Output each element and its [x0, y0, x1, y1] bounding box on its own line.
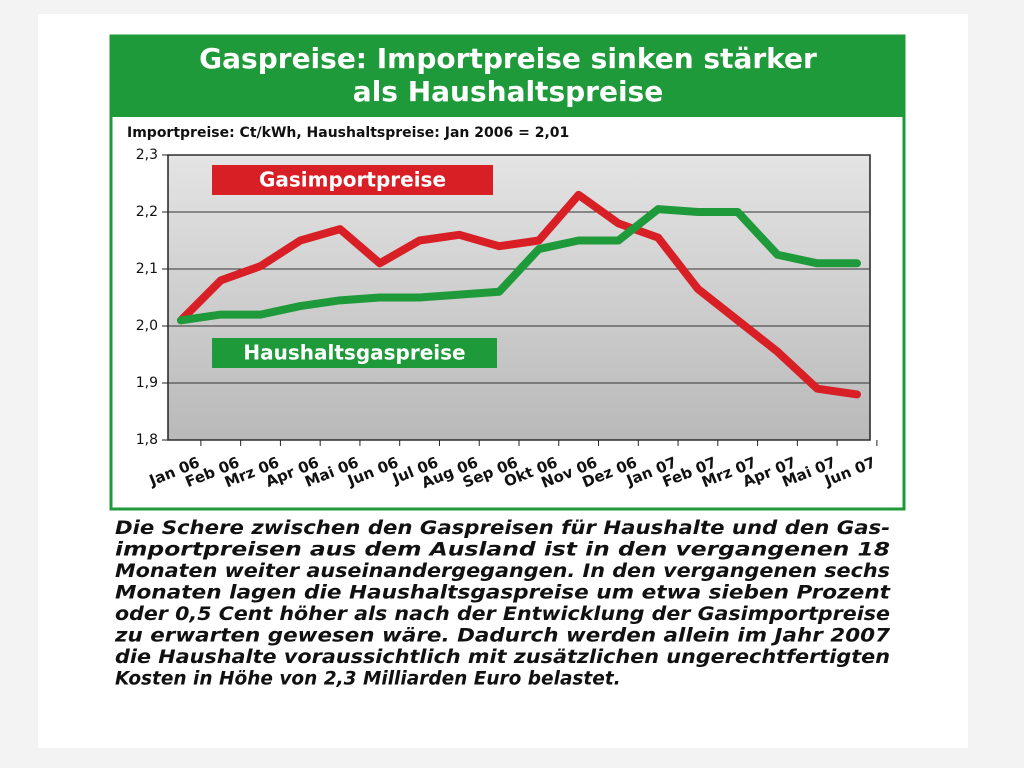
caption-line: zu erwarten gewesen wäre. Dadurch werden…: [114, 626, 890, 647]
line-series: [177, 190, 861, 399]
legend-label: Gasimportpreise: [259, 168, 446, 192]
caption-line: Monaten weiter auseinandergegangen. In d…: [115, 561, 890, 582]
plot-area: [167, 154, 871, 441]
caption-line: Monaten lagen die Haushaltsgaspreise um …: [115, 583, 891, 604]
caption-line: Kosten in Höhe von 2,3 Milliarden Euro b…: [115, 669, 621, 690]
title-bar: [111, 36, 904, 117]
chart-title: als Haushaltspreise: [353, 75, 663, 108]
caption-line: importpreisen aus dem Ausland ist in den…: [115, 540, 890, 561]
caption-line: die Haushalte voraussichtlich mit zusätz…: [115, 647, 890, 668]
y-tick-label: 2,2: [136, 204, 158, 220]
legend-box: [212, 338, 497, 368]
legend-box: [212, 165, 493, 195]
line-series: [177, 205, 861, 325]
subtitle: Importpreise: Ct/kWh, Haushaltspreise: J…: [127, 125, 569, 141]
y-tick-label: 1,9: [136, 375, 158, 391]
chart-title: Gaspreise: Importpreise sinken stärker: [199, 42, 817, 75]
caption-line: oder 0,5 Cent höher als nach der Entwick…: [115, 604, 890, 625]
legend-label: Haushaltsgaspreise: [243, 341, 465, 365]
caption-line: Die Schere zwischen den Gaspreisen für H…: [115, 518, 890, 539]
y-tick-label: 2,3: [136, 147, 158, 163]
y-tick-label: 2,1: [136, 261, 158, 277]
y-tick-label: 1,8: [136, 432, 158, 448]
y-tick-label: 2,0: [136, 318, 158, 334]
